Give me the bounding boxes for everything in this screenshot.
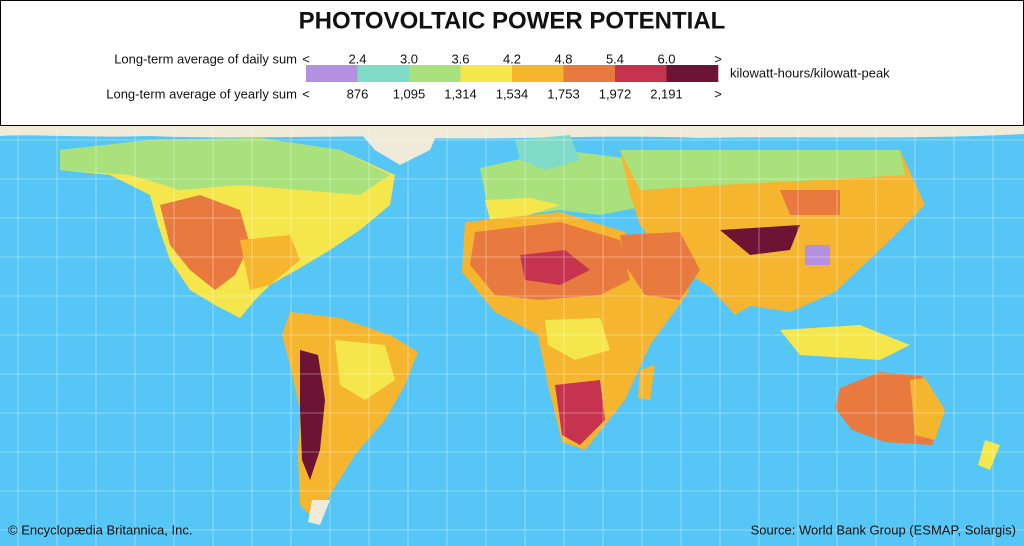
ice (0, 126, 1024, 139)
less-sign: < (302, 86, 310, 101)
yearly-tick-label: 876 (347, 86, 369, 101)
india (700, 260, 760, 315)
legend-swatch (409, 65, 461, 82)
madagascar (638, 365, 655, 400)
daily-tick-label: 3.0 (400, 51, 418, 66)
legend-swatch (460, 65, 513, 82)
daily-tick-label: 4.8 (554, 51, 572, 66)
siberia (620, 150, 905, 190)
legend-swatch (666, 65, 719, 82)
yearly-tick-label: 2,191 (650, 86, 683, 101)
mexico (240, 235, 300, 290)
yearly-tick-label: 1,972 (599, 86, 632, 101)
amazon (335, 340, 395, 400)
yearly-tick-label: 1,753 (547, 86, 580, 101)
header-box (0, 0, 1024, 126)
more-sign: > (714, 86, 722, 101)
us-southwest (160, 195, 250, 290)
map (0, 126, 1024, 546)
sichuan (805, 245, 830, 265)
mongolia (780, 190, 840, 215)
legend-swatch (357, 65, 410, 82)
legend-swatch (563, 65, 616, 82)
unit-label: kilowatt-hours/kilowatt-peak (730, 65, 890, 80)
greenland (355, 127, 440, 165)
legend-swatch (306, 65, 358, 82)
less-sign: < (302, 51, 310, 66)
daily-tick-label: 2.4 (348, 51, 366, 66)
tibet (720, 225, 800, 255)
sahara-core (520, 250, 590, 285)
east-australia (910, 378, 945, 440)
title: PHOTOVOLTAIC POWER POTENTIAL (299, 7, 726, 34)
patagonia (308, 500, 330, 525)
daily-tick-label: 4.2 (503, 51, 521, 66)
yearly-tick-label: 1,534 (496, 86, 529, 101)
yearly-label: Long-term average of yearly sum (106, 86, 297, 101)
arabia (620, 232, 700, 300)
daily-label: Long-term average of daily sum (114, 51, 297, 66)
new-zealand (978, 440, 1000, 470)
scandinavia (515, 135, 580, 170)
andes (300, 350, 325, 480)
more-sign: > (714, 51, 722, 66)
indonesia (780, 325, 910, 360)
south-europe (485, 198, 560, 220)
graticule (0, 126, 1024, 546)
credit: © Encyclopædia Britannica, Inc. (8, 522, 192, 537)
kalahari (555, 380, 605, 445)
north-america-north (60, 138, 390, 195)
congo (545, 318, 610, 360)
daily-tick-label: 6.0 (657, 51, 675, 66)
daily-tick-label: 3.6 (451, 51, 469, 66)
yearly-tick-label: 1,314 (444, 86, 477, 101)
daily-tick-label: 5.4 (606, 51, 624, 66)
source: Source: World Bank Group (ESMAP, Solargi… (751, 522, 1016, 537)
legend-swatch (512, 65, 564, 82)
legend: 2.4 3.0 3.6 4.2 4.8 5.4 6.0 876 1,095 1,314 1,534 1… (306, 51, 719, 101)
legend-swatch (615, 65, 667, 82)
yearly-tick-label: 1,095 (393, 86, 426, 101)
